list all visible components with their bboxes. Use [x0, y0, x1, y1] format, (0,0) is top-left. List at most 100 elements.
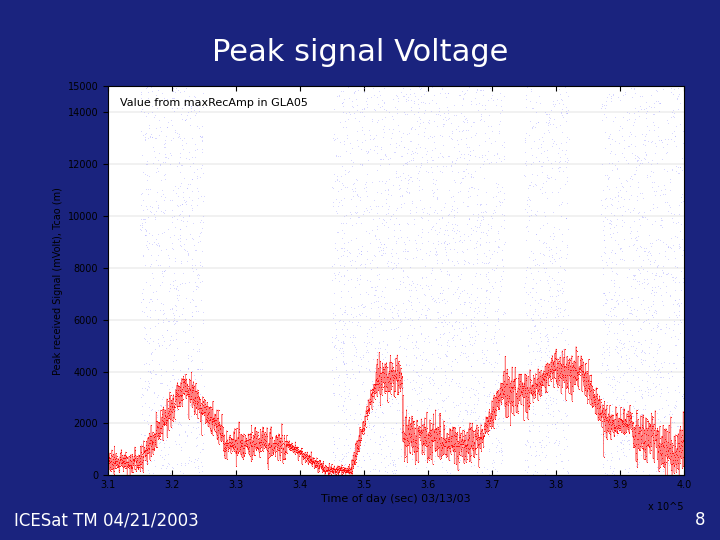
- Point: [358, 417, 369, 426]
- Point: [614, 335, 626, 344]
- Point: [646, 183, 657, 191]
- Point: [354, 431, 365, 440]
- Point: [341, 133, 352, 142]
- Point: [525, 389, 536, 397]
- Point: [431, 256, 443, 265]
- Point: [301, 451, 312, 460]
- Point: [663, 313, 675, 322]
- Point: [305, 454, 317, 463]
- Point: [150, 197, 161, 206]
- Point: [657, 267, 669, 276]
- Point: [192, 281, 203, 290]
- Point: [448, 444, 459, 453]
- Point: [501, 365, 513, 374]
- Point: [500, 369, 511, 377]
- Point: [196, 467, 207, 475]
- Point: [103, 454, 114, 463]
- Point: [593, 415, 605, 423]
- Point: [364, 365, 375, 374]
- Point: [505, 421, 516, 429]
- Point: [363, 404, 374, 413]
- Point: [580, 392, 592, 400]
- Point: [361, 339, 373, 348]
- Point: [469, 373, 480, 381]
- Point: [452, 431, 464, 440]
- Point: [518, 378, 530, 387]
- Point: [547, 360, 559, 368]
- Point: [336, 470, 348, 479]
- Point: [432, 294, 444, 302]
- Point: [645, 335, 657, 343]
- Point: [557, 198, 568, 206]
- Point: [527, 409, 539, 417]
- Point: [467, 418, 478, 427]
- Point: [350, 345, 361, 353]
- Point: [487, 208, 499, 217]
- Point: [192, 97, 204, 106]
- Point: [182, 350, 194, 359]
- Point: [602, 134, 613, 143]
- Point: [410, 433, 422, 442]
- Point: [552, 309, 563, 318]
- Point: [611, 341, 622, 350]
- Point: [675, 448, 687, 456]
- Point: [160, 136, 171, 144]
- Point: [314, 456, 325, 465]
- Point: [431, 110, 442, 118]
- Point: [432, 404, 444, 413]
- Point: [192, 401, 204, 410]
- Point: [540, 393, 552, 402]
- Point: [551, 376, 562, 384]
- Point: [316, 461, 328, 470]
- Point: [145, 313, 156, 321]
- Point: [341, 467, 353, 475]
- Point: [168, 277, 179, 286]
- Point: [333, 389, 344, 398]
- Point: [328, 433, 339, 441]
- Point: [572, 352, 584, 360]
- Point: [667, 456, 679, 465]
- Point: [621, 116, 633, 124]
- Point: [189, 246, 200, 254]
- Point: [387, 264, 399, 272]
- Point: [552, 441, 564, 449]
- Point: [397, 383, 409, 391]
- Point: [665, 209, 677, 218]
- Point: [402, 176, 414, 184]
- Point: [376, 320, 387, 329]
- Point: [627, 418, 639, 427]
- Point: [161, 416, 172, 424]
- Point: [174, 225, 186, 233]
- Point: [153, 241, 164, 250]
- Point: [628, 271, 639, 280]
- Point: [274, 438, 286, 447]
- Point: [454, 439, 466, 448]
- Point: [307, 453, 318, 462]
- Point: [450, 111, 462, 119]
- Point: [235, 440, 247, 449]
- Point: [547, 229, 559, 238]
- Point: [490, 338, 501, 346]
- Point: [419, 423, 431, 431]
- Point: [401, 272, 413, 280]
- Point: [600, 195, 611, 204]
- Point: [459, 444, 470, 453]
- Point: [348, 341, 360, 349]
- Point: [616, 244, 627, 253]
- Point: [458, 414, 469, 423]
- Point: [321, 466, 333, 475]
- Point: [599, 291, 611, 299]
- Point: [357, 430, 369, 438]
- Point: [156, 436, 167, 445]
- Point: [608, 388, 619, 396]
- Point: [456, 341, 467, 350]
- Point: [380, 218, 392, 227]
- Point: [370, 370, 382, 379]
- Point: [163, 426, 174, 435]
- Point: [444, 447, 456, 455]
- Point: [498, 216, 510, 225]
- Point: [410, 430, 421, 439]
- Point: [454, 456, 466, 464]
- Point: [496, 447, 508, 455]
- Point: [327, 380, 338, 389]
